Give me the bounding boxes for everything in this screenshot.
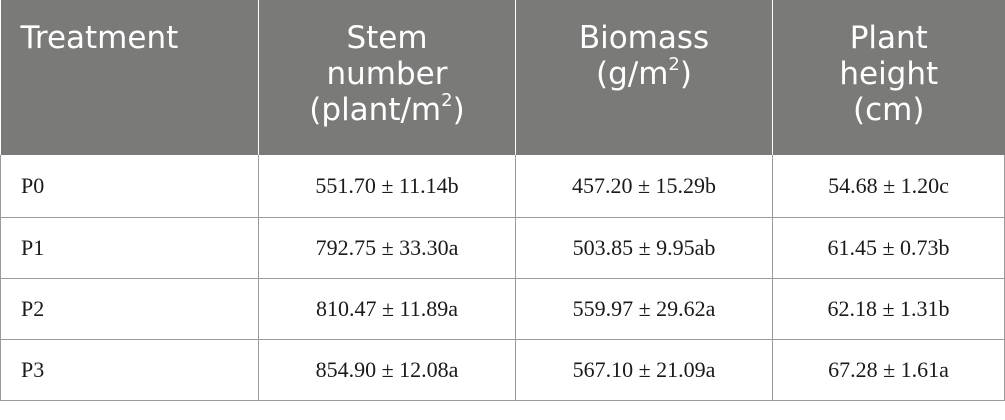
header-height-line3: (cm) — [853, 92, 925, 128]
header-height-line1: Plant — [849, 20, 928, 56]
cell-treatment: P2 — [0, 278, 259, 340]
cell-biomass: 503.85 ± 9.95ab — [515, 217, 773, 279]
header-stem-line3: (plant/m — [309, 92, 442, 128]
header-treatment-text: Treatment — [20, 20, 179, 56]
table-row: P0 551.70 ± 11.14b 457.20 ± 15.29b 54.68… — [0, 155, 1005, 218]
header-treatment: Treatment — [0, 0, 259, 155]
cell-stem-number: 810.47 ± 11.89a — [258, 278, 516, 340]
header-biomass-sup: 2 — [668, 54, 680, 75]
header-stem-line2: number — [326, 56, 448, 92]
header-biomass: Biomass (g/m2) — [515, 0, 773, 155]
table-row: P3 854.90 ± 12.08a 567.10 ± 21.09a 67.28… — [0, 339, 1005, 401]
cell-biomass: 567.10 ± 21.09a — [515, 339, 773, 401]
table-row: P1 792.75 ± 33.30a 503.85 ± 9.95ab 61.45… — [0, 217, 1005, 279]
table-body: P0 551.70 ± 11.14b 457.20 ± 15.29b 54.68… — [0, 155, 1005, 401]
cell-biomass: 457.20 ± 15.29b — [515, 155, 773, 218]
table-row: P2 810.47 ± 11.89a 559.97 ± 29.62a 62.18… — [0, 278, 1005, 340]
cell-treatment: P3 — [0, 339, 259, 401]
header-stem-sup: 2 — [441, 90, 453, 111]
cell-treatment: P0 — [0, 155, 259, 218]
header-stem-number: Stem number (plant/m2) — [258, 0, 516, 155]
header-biomass-close: ) — [679, 56, 692, 92]
header-biomass-line1: Biomass — [578, 20, 710, 56]
header-plant-height: Plant height (cm) — [772, 0, 1005, 155]
cell-plant-height: 62.18 ± 1.31b — [772, 278, 1005, 340]
cell-stem-number: 792.75 ± 33.30a — [258, 217, 516, 279]
cell-stem-number: 854.90 ± 12.08a — [258, 339, 516, 401]
cell-treatment: P1 — [0, 217, 259, 279]
header-height-line2: height — [839, 56, 939, 92]
header-stem-close: ) — [452, 92, 465, 128]
cell-plant-height: 67.28 ± 1.61a — [772, 339, 1005, 401]
data-table: Treatment Stem number (plant/m2) Biomass… — [0, 0, 1005, 401]
header-row: Treatment Stem number (plant/m2) Biomass… — [0, 0, 1005, 155]
cell-plant-height: 61.45 ± 0.73b — [772, 217, 1005, 279]
cell-stem-number: 551.70 ± 11.14b — [258, 155, 516, 218]
header-stem-line1: Stem — [346, 20, 428, 56]
cell-biomass: 559.97 ± 29.62a — [515, 278, 773, 340]
cell-plant-height: 54.68 ± 1.20c — [772, 155, 1005, 218]
table-header: Treatment Stem number (plant/m2) Biomass… — [0, 0, 1005, 155]
header-biomass-line2: (g/m — [596, 56, 669, 92]
